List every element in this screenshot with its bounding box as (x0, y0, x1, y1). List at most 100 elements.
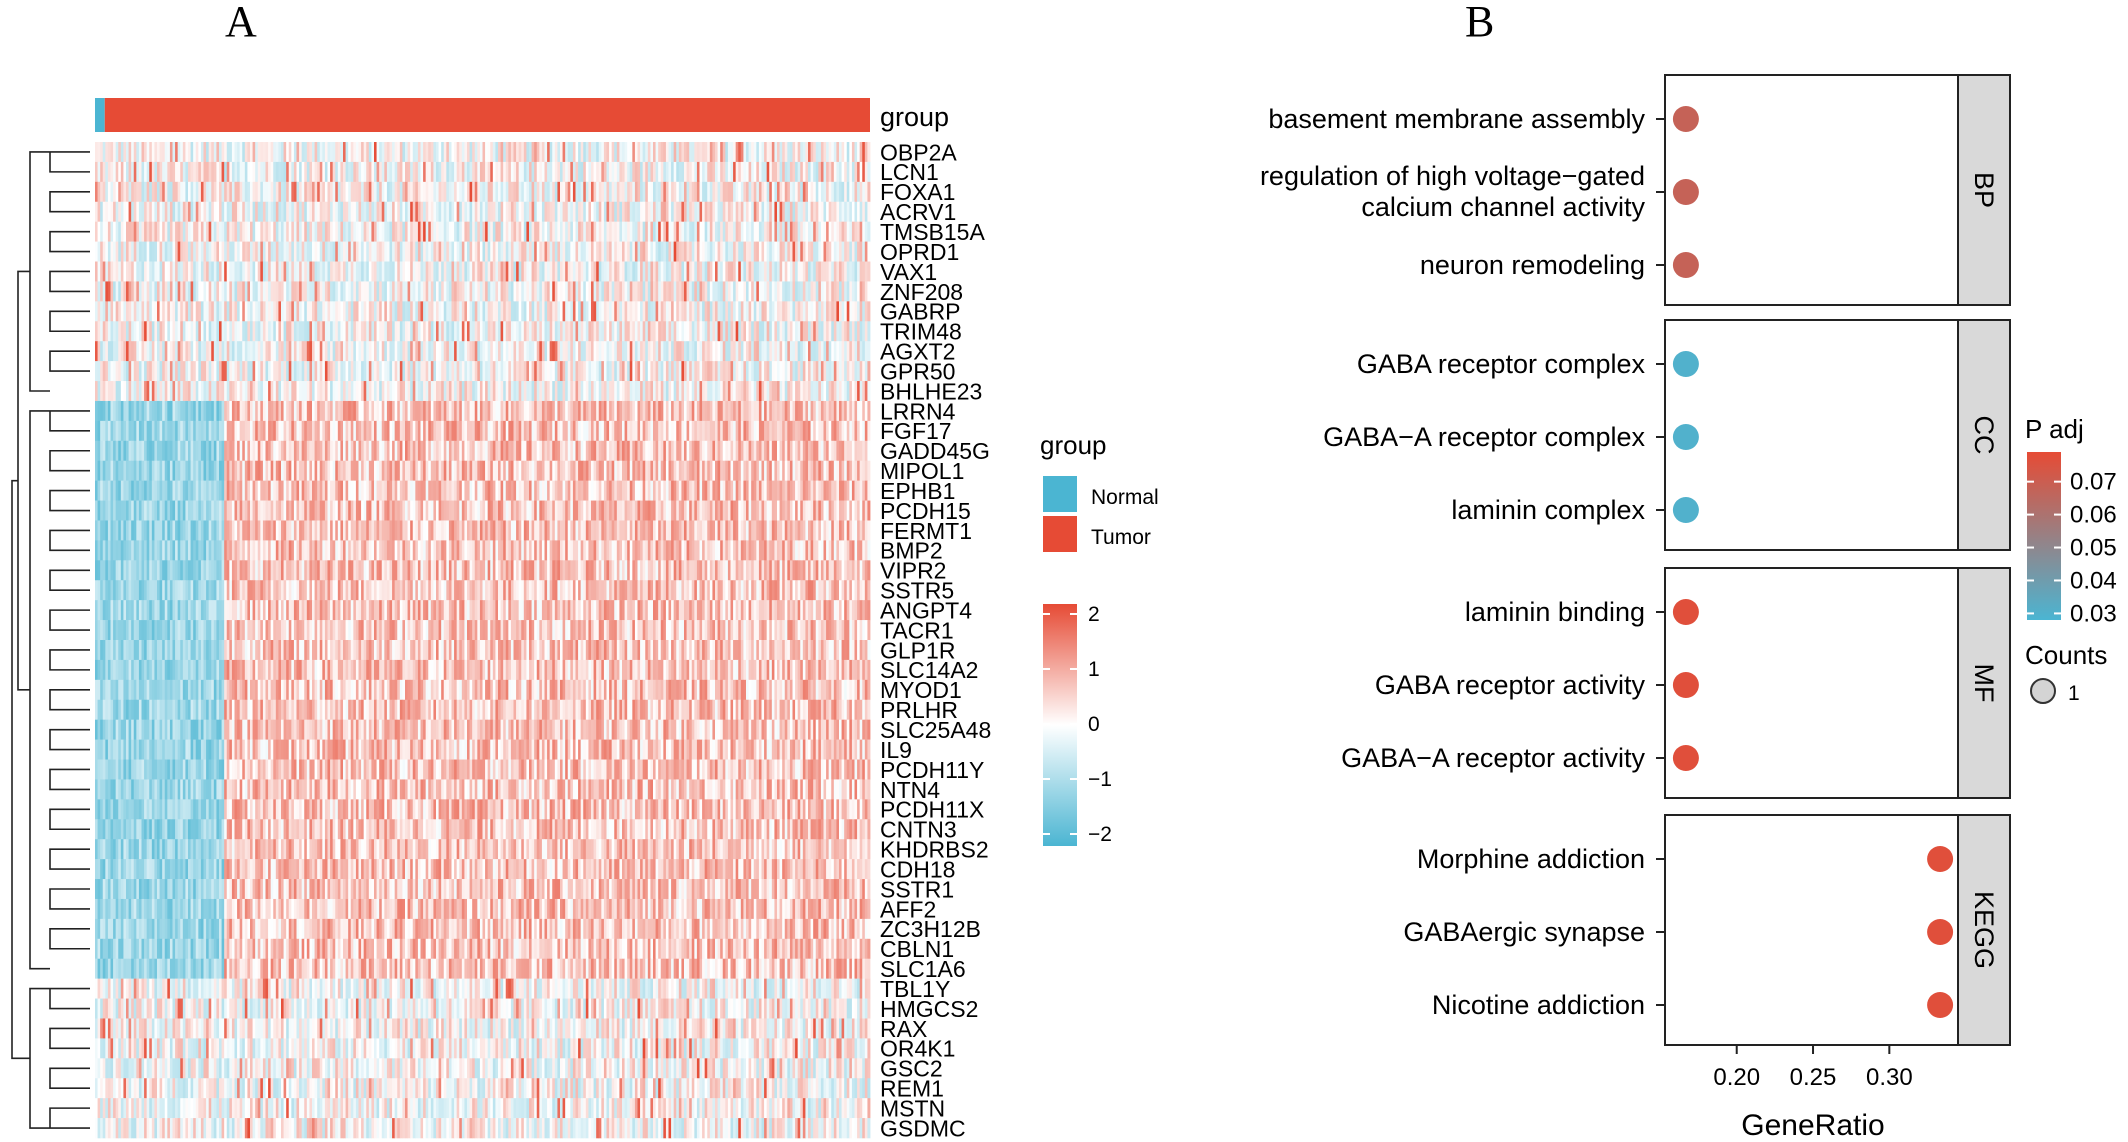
gene-label: NTN4 (880, 777, 940, 803)
gene-label: HMGCS2 (880, 996, 978, 1022)
gene-label: CNTN3 (880, 817, 957, 843)
term-label: laminin binding (1465, 597, 1645, 627)
padj-tick-label: 0.03 (2070, 600, 2117, 627)
heatmap-row (95, 1038, 871, 1059)
heatmap-row (95, 1078, 871, 1099)
gene-label: GABRP (880, 299, 961, 325)
heatmap-row (95, 918, 871, 940)
facet-kegg: KEGG Morphine addiction GABAergic synapse N… (1403, 814, 2011, 1046)
gene-label: SLC1A6 (880, 956, 966, 982)
dendrogram-branches (11, 151, 90, 1129)
gene-label: BMP2 (880, 538, 943, 564)
gene-label: FOXA1 (880, 179, 955, 205)
heatmap-row (95, 819, 871, 840)
heatmap-row (95, 460, 871, 481)
heatmap-row (95, 998, 871, 1019)
heatmap-row (95, 241, 871, 262)
term-label: GABA receptor complex (1357, 349, 1646, 379)
tumor-annotation-segment (104, 98, 870, 132)
term-label: laminin complex (1451, 495, 1645, 525)
padj-legend: P adj 0.07 0.06 0.05 0.04 0.03 (2025, 414, 2117, 627)
heatmap-row (95, 381, 871, 402)
panel-label-b: B (1465, 0, 1494, 46)
heatmap-row (95, 620, 871, 641)
heatmap-row (95, 759, 871, 780)
gene-label: SLC25A48 (880, 717, 991, 743)
term-label: GABA−A receptor activity (1341, 743, 1645, 773)
heatmap-body (95, 142, 871, 1139)
term-dot (1672, 599, 1699, 625)
panel-label-a: A (225, 0, 257, 46)
gene-label: OR4K1 (880, 1036, 955, 1062)
gene-label: PRLHR (880, 697, 958, 723)
row-dendrogram (11, 151, 90, 1129)
gene-label: GADD45G (880, 438, 990, 464)
heatmap-row (95, 341, 871, 362)
gene-label: FERMT1 (880, 518, 972, 544)
heatmap-row (95, 420, 871, 442)
gene-label: TRIM48 (880, 319, 962, 345)
heatmap-row (95, 161, 871, 183)
gene-label: SSTR1 (880, 876, 954, 902)
gene-label: AGXT2 (880, 339, 955, 365)
heatmap-row (95, 480, 871, 501)
heatmap-panel: group OBP2ALCN1FOXA1ACRV1TMSB15AOPRD1VAX… (11, 98, 1159, 1141)
term-dot (1672, 497, 1699, 523)
heatmap-row (95, 799, 871, 820)
normal-legend-label: Normal (1091, 486, 1159, 509)
facet-frame (1664, 567, 1959, 799)
gene-label: GSDMC (880, 1115, 966, 1141)
heatmap-row (95, 361, 871, 382)
gene-label: EPHB1 (880, 478, 955, 504)
gene-label: MIPOL1 (880, 458, 964, 484)
gene-label: GLP1R (880, 637, 955, 663)
term-dot (1927, 992, 1954, 1018)
normal-legend-swatch (1043, 476, 1077, 512)
term-label: GABA receptor activity (1375, 670, 1646, 700)
gene-label: GSC2 (880, 1056, 943, 1082)
heatmap-row (95, 321, 871, 342)
counts-legend-title: Counts (2025, 640, 2107, 670)
heatmap-row (95, 301, 871, 322)
facet-strip-label: KEGG (1969, 891, 1999, 969)
heatmap-row (95, 879, 871, 900)
group-legend-title: group (1040, 430, 1107, 460)
heatmap-row (95, 958, 871, 979)
heatmap-row (95, 221, 871, 242)
gene-label: KHDRBS2 (880, 837, 989, 863)
facet-panels: BP basement membrane assembly regulation o… (1260, 74, 2011, 1046)
counts-legend-label: 1 (2068, 682, 2080, 705)
heatmap-row (95, 699, 871, 720)
counts-legend-dot (2030, 678, 2056, 704)
heatmap-colorbar-tick-label: 1 (1088, 658, 1100, 681)
gene-label: VIPR2 (880, 558, 946, 584)
heatmap-row (95, 560, 871, 581)
heatmap-colorbar-ticks: 2 1 0 −1 −2 (1043, 603, 1112, 846)
term-dot (1672, 745, 1699, 771)
heatmap-colorbar-tick-label: 2 (1088, 603, 1100, 626)
padj-colorbar-ticks: 0.07 0.06 0.05 0.04 0.03 (2027, 469, 2117, 627)
gene-label: PCDH11X (880, 797, 984, 823)
gene-label: RAX (880, 1016, 927, 1042)
facet-cc: CC GABA receptor complex GABA−A receptor c… (1323, 319, 2011, 551)
x-tick-label: 0.20 (1713, 1064, 1760, 1091)
gene-label: BHLHE23 (880, 378, 982, 404)
term-label: regulation of high voltage−gated calcium … (1260, 161, 1646, 222)
counts-legend: Counts 1 (2025, 640, 2107, 705)
heatmap-row (95, 679, 871, 701)
heatmap-row (95, 540, 871, 561)
gene-label: TMSB15A (880, 219, 985, 245)
term-label: basement membrane assembly (1268, 104, 1645, 134)
padj-colorbar (2027, 452, 2061, 620)
term-label: Morphine addiction (1417, 844, 1645, 874)
heatmap-colorbar-tick-label: 0 (1088, 713, 1100, 736)
heatmap-row (95, 281, 871, 302)
facet-bp: BP basement membrane assembly regulation o… (1260, 74, 2011, 306)
gene-label: TBL1Y (880, 976, 950, 1002)
tumor-legend-label: Tumor (1091, 526, 1151, 549)
gene-label: CDH18 (880, 856, 955, 882)
facet-strip-label: MF (1969, 664, 1999, 703)
padj-tick-label: 0.07 (2070, 469, 2117, 496)
normal-annotation-segment (95, 98, 105, 132)
term-label: GABA−A receptor complex (1323, 422, 1645, 452)
